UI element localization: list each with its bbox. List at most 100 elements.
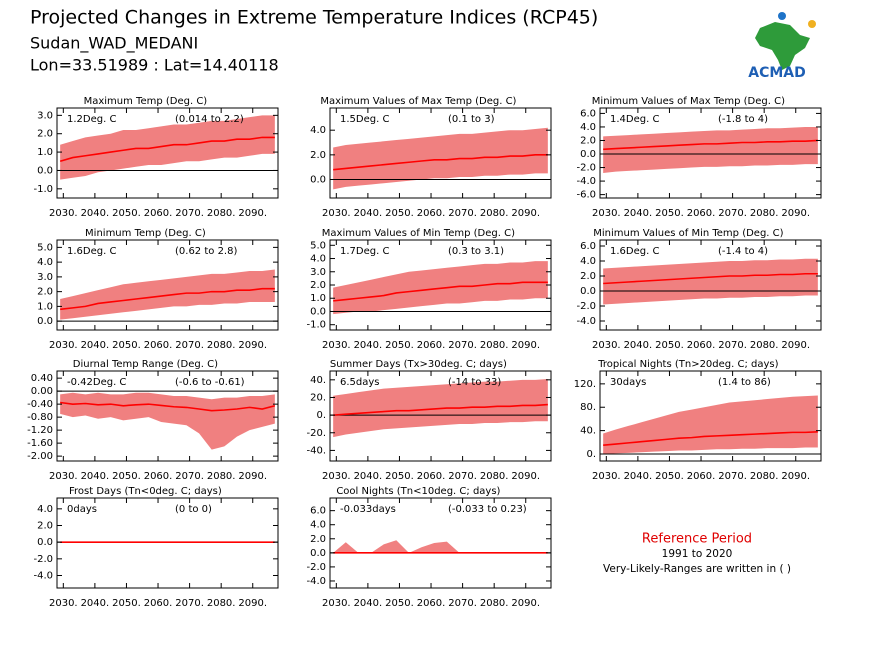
y-tick-label: 4.0 — [310, 520, 326, 531]
x-tick-label: 2030. — [592, 471, 621, 482]
panel — [57, 390, 278, 450]
y-tick-label: 0.00 — [31, 386, 53, 397]
plot-frame — [599, 370, 822, 462]
panel-change: 1.6Deg. C — [610, 246, 659, 257]
median-line — [603, 272, 818, 285]
x-tick-label: 2060. — [417, 340, 446, 351]
x-tick-label: 2060. — [417, 471, 446, 482]
plot-frame — [56, 239, 279, 331]
x-tick-label: 2070. — [448, 340, 477, 351]
x-tick-label: 2070. — [718, 208, 747, 219]
reference-label: Reference Period — [642, 532, 752, 547]
range-band — [333, 127, 548, 190]
panel-title: Minimum Values of Min Temp (Deg. C) — [593, 228, 783, 239]
x-tick-label: 2050. — [655, 208, 684, 219]
range-band — [333, 540, 548, 553]
logo: ACMAD — [748, 12, 816, 81]
x-tick-label: 2050. — [112, 598, 141, 609]
panel-title: Diurnal Temp Range (Deg. C) — [73, 359, 218, 370]
x-tick-label: 2090. — [511, 208, 540, 219]
x-tick-label: 2030. — [49, 471, 78, 482]
logo-map — [755, 22, 810, 70]
x-tick-label: 2070. — [175, 208, 204, 219]
y-tick-label: -40. — [306, 445, 326, 456]
panel-range: (0.62 to 2.8) — [175, 246, 237, 257]
y-tick-label: 0.0 — [580, 286, 596, 297]
x-tick-label: 2090. — [238, 598, 267, 609]
x-tick-label: 2040. — [81, 340, 110, 351]
x-tick-label: 2090. — [511, 340, 540, 351]
logo-sun — [808, 20, 816, 28]
y-tick-label: 6.0 — [310, 506, 326, 517]
panel-range: (-0.6 to -0.61) — [175, 377, 245, 388]
x-tick-label: 2050. — [385, 471, 414, 482]
y-tick-label: -2.0 — [576, 163, 596, 174]
y-tick-label: 2.0 — [310, 150, 326, 161]
ranges-note: Very-Likely-Ranges are written in ( ) — [603, 563, 791, 575]
x-tick-label: 2090. — [238, 208, 267, 219]
x-tick-label: 2050. — [112, 471, 141, 482]
y-tick-label: -2.0 — [306, 562, 326, 573]
panel-title: Tropical Nights (Tn>20deg. C; days) — [597, 359, 778, 370]
panel-title: Frost Days (Tn<0deg. C; days) — [69, 486, 222, 497]
panel-change: 1.2Deg. C — [67, 114, 116, 125]
y-tick-label: 6.0 — [580, 108, 596, 119]
x-tick-label: 2040. — [624, 208, 653, 219]
y-tick-label: 1.0 — [37, 147, 53, 158]
y-tick-label: 3.0 — [310, 267, 326, 278]
y-tick-label: 0.0 — [580, 149, 596, 160]
y-tick-label: 40. — [310, 375, 326, 386]
panel-change: -0.033days — [340, 504, 396, 515]
panel-title: Summer Days (Tx>30deg. C; days) — [330, 359, 507, 370]
x-tick-label: 2070. — [175, 598, 204, 609]
y-tick-label: 0.0 — [310, 175, 326, 186]
x-tick-label: 2030. — [322, 340, 351, 351]
panel-change: 1.4Deg. C — [610, 114, 659, 125]
y-tick-label: 2.0 — [37, 287, 53, 298]
median-line — [333, 281, 548, 302]
median-line — [333, 154, 548, 171]
x-tick-label: 2090. — [781, 340, 810, 351]
plot-frame — [599, 239, 822, 331]
y-tick-label: -6.0 — [576, 190, 596, 201]
y-tick-label: 3.0 — [37, 272, 53, 283]
x-tick-label: 2080. — [750, 208, 779, 219]
panel-change: 0days — [67, 504, 97, 515]
x-tick-label: 2060. — [144, 598, 173, 609]
x-tick-label: 2030. — [49, 208, 78, 219]
panel — [57, 269, 278, 322]
range-band — [60, 392, 275, 450]
x-tick-label: 2030. — [322, 471, 351, 482]
y-tick-label: -1.0 — [33, 184, 53, 195]
panel-range: (-1.4 to 4) — [718, 246, 768, 257]
y-tick-label: 0.0 — [37, 537, 53, 548]
y-tick-label: 2.0 — [37, 521, 53, 532]
y-tick-label: -2.00 — [27, 451, 53, 462]
panel-range: (0.014 to 2.2) — [175, 114, 244, 125]
x-tick-label: 2070. — [448, 208, 477, 219]
panel-change: -0.42Deg. C — [67, 377, 126, 388]
coordinates: Lon=33.51989 : Lat=14.40118 — [30, 56, 279, 75]
y-tick-label: -4.0 — [576, 176, 596, 187]
panel-title: Maximum Values of Min Temp (Deg. C) — [322, 228, 515, 239]
x-tick-label: 2050. — [385, 208, 414, 219]
panel-range: (1.4 to 86) — [718, 377, 771, 388]
panel-range: (-0.033 to 0.23) — [448, 504, 527, 515]
median-line — [60, 401, 276, 412]
y-tick-label: -4.0 — [306, 576, 326, 587]
panel — [600, 258, 821, 305]
x-tick-label: 2080. — [207, 208, 236, 219]
median-line — [333, 403, 548, 416]
plot-frame — [56, 497, 279, 589]
range-band — [60, 115, 275, 180]
panel-change: 1.5Deg. C — [340, 114, 389, 125]
x-tick-label: 2060. — [417, 208, 446, 219]
range-band — [603, 258, 818, 305]
plot-frame — [56, 107, 279, 199]
x-tick-label: 2040. — [354, 208, 383, 219]
y-tick-label: -4.0 — [33, 571, 53, 582]
y-tick-label: 2.0 — [310, 534, 326, 545]
y-tick-label: 4.0 — [310, 125, 326, 136]
y-tick-label: 5.0 — [310, 240, 326, 251]
